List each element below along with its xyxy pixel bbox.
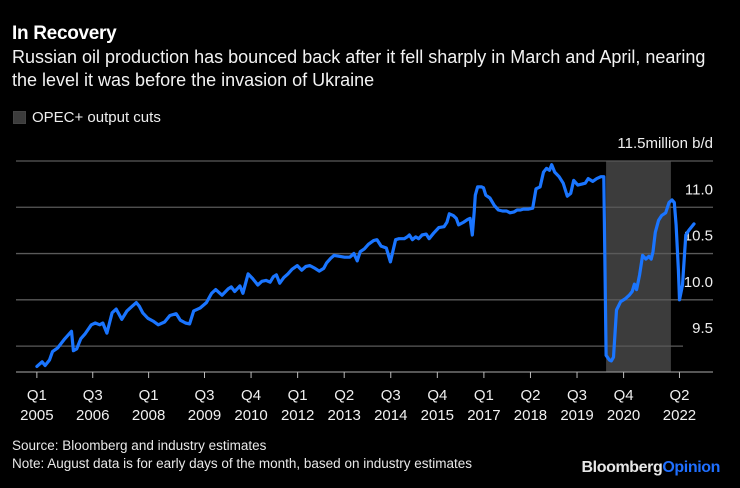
production-line xyxy=(35,163,696,368)
y-tick-label: 9.5 xyxy=(692,320,713,337)
x-tick-label: Q3 2019 xyxy=(560,387,593,424)
source-note: Source: Bloomberg and industry estimates xyxy=(12,438,267,453)
x-tick-label: Q1 2008 xyxy=(132,387,165,424)
x-axis: Q1 2005 Q3 2006 Q1 2008 Q3 2009 Q4 2010 Q1 2012 Q2 20… xyxy=(16,371,713,424)
x-tick-label: Q4 2010 xyxy=(234,387,267,424)
footer: Source: Bloomberg and industry estimates… xyxy=(12,437,472,473)
x-tick-label: Q2 2013 xyxy=(328,387,361,424)
data-note: Note: August data is for early days of t… xyxy=(12,456,473,471)
chart-subtitle: Russian oil production has bounced back … xyxy=(12,47,706,90)
brand-logo: BloombergOpinion xyxy=(582,459,721,477)
x-tick-label: Q2 2018 xyxy=(514,387,547,424)
legend: OPEC+ output cuts xyxy=(13,109,161,126)
legend-swatch-opec-cuts xyxy=(13,111,26,124)
y-tick-label: 11.5million b/d xyxy=(617,135,713,152)
brand-secondary: Opinion xyxy=(662,459,720,476)
x-tick-label: Q3 2006 xyxy=(76,387,109,424)
brand-primary: Bloomberg xyxy=(581,459,663,476)
bands-layer xyxy=(606,161,671,372)
x-tick-label: Q3 2014 xyxy=(374,387,407,424)
x-tick-label: Q4 2020 xyxy=(607,387,640,424)
opec-cuts-band xyxy=(606,161,671,372)
series-layer xyxy=(35,163,696,368)
x-tick-label: Q2 2022 xyxy=(663,387,696,424)
x-tick-label: Q3 2009 xyxy=(188,387,221,424)
y-axis: 11.5million b/d 11.0 10.5 10.0 9.5 xyxy=(617,135,713,337)
y-tick-label: 10.0 xyxy=(684,274,713,291)
legend-label-opec-cuts: OPEC+ output cuts xyxy=(32,109,161,126)
y-tick-label: 10.5 xyxy=(684,228,713,245)
grid-layer xyxy=(16,160,713,347)
chart-title: In Recovery xyxy=(12,23,117,44)
x-tick-label: Q4 2015 xyxy=(421,387,454,424)
y-tick-label: 11.0 xyxy=(685,181,713,198)
x-tick-label: Q1 2005 xyxy=(20,387,53,424)
x-tick-label: Q1 2012 xyxy=(281,387,314,424)
x-tick-label: Q1 2017 xyxy=(467,387,500,424)
